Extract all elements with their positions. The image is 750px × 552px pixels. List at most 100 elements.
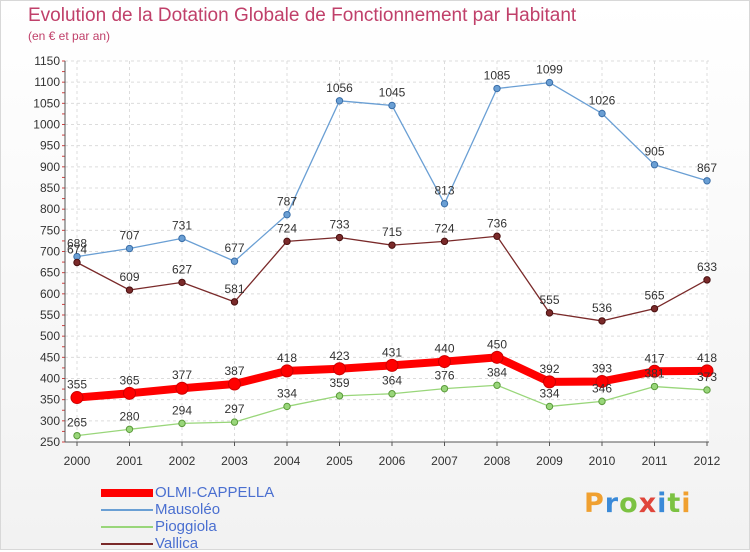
data-label: 364 [382,374,402,388]
data-point [228,377,241,391]
data-label: 355 [67,378,87,392]
data-label: 867 [697,161,717,175]
data-point [283,402,291,411]
data-point [175,381,189,395]
x-tick-label: 2008 [484,454,511,468]
logo-letter: x [638,488,658,519]
logo-letter: t [667,488,682,519]
data-label: 294 [172,403,192,417]
logo-letter: P [584,488,605,519]
data-point [125,425,134,433]
data-label: 733 [329,218,349,232]
data-label: 609 [119,270,139,284]
data-point [440,384,449,393]
y-tick-label: 500 [40,329,60,343]
data-point [283,237,291,246]
data-label: 724 [434,221,454,235]
y-tick-label: 1100 [34,75,60,89]
legend-label: OLMI-CAPPELLA [155,484,275,501]
data-label: 581 [224,282,244,296]
data-point [335,392,344,400]
line-chart: 250 300 350 400 450 500 550 600 650 700 750 800 850 9… [33,54,721,468]
x-tick-label: 2003 [221,454,248,468]
data-label: 1085 [484,69,511,83]
legend-label: Pioggiola [155,518,217,535]
data-point [703,386,711,394]
y-tick-label: 700 [40,245,60,259]
data-label: 536 [592,301,612,315]
x-tick-label: 2006 [379,454,406,468]
legend-label: Mausoléo [155,501,221,518]
data-point [648,364,661,378]
data-point [335,233,344,242]
data-point [598,317,606,325]
x-tick-label: 2009 [536,454,563,468]
x-tick-label: 2000 [64,454,91,468]
chart-subtitle: (en € et par an) [28,29,111,43]
data-label: 365 [119,373,139,387]
x-tick-label: 2005 [326,454,353,468]
data-label: 334 [277,386,297,400]
data-label: 392 [539,362,559,376]
y-tick-label: 550 [40,308,60,322]
data-label: 387 [224,364,244,378]
data-label: 377 [172,368,192,382]
data-point [125,286,134,294]
data-label: 1026 [589,93,616,107]
data-point [438,355,451,369]
data-point [178,278,186,287]
data-label: 384 [487,365,507,379]
data-label: 297 [224,402,244,416]
data-point [598,397,606,406]
x-tick-label: 2007 [431,454,458,468]
data-point [440,237,449,246]
data-point [545,309,554,317]
logo-letter: r [604,488,620,519]
proxiti-logo: Proxiti [584,488,692,519]
data-label: 674 [67,243,87,257]
data-label: 346 [592,381,612,395]
y-tick-label: 600 [40,287,60,301]
x-tick-label: 2002 [169,454,196,468]
x-tick-label: 2012 [694,454,721,468]
data-label: 627 [172,262,192,276]
data-label: 417 [644,351,664,365]
data-point [650,382,659,391]
data-label: 418 [697,351,717,365]
data-point [333,362,346,376]
data-label: 1099 [536,63,563,77]
y-tick-label: 950 [40,139,60,153]
data-label: 418 [277,351,297,365]
data-label: 359 [329,376,349,390]
data-label: 565 [644,289,664,303]
y-tick-label: 400 [40,372,60,386]
data-label: 381 [644,367,664,381]
data-point [178,419,186,428]
data-point [650,161,659,169]
y-tick-label: 750 [40,223,60,237]
logo-letter: i [681,488,692,519]
data-point [280,364,294,378]
data-label: 688 [67,237,87,251]
data-point [543,375,556,389]
data-label: 423 [329,349,349,363]
data-point [385,358,399,372]
y-tick-label: 350 [40,393,60,407]
data-label: 373 [697,370,717,384]
y-tick-label: 300 [40,414,60,428]
data-point [493,381,501,389]
data-label: 431 [382,345,402,359]
data-point [388,390,396,398]
data-point [598,109,606,118]
data-point [388,241,396,249]
data-point [440,199,449,208]
x-tick-label: 2001 [116,454,143,468]
data-label: 813 [434,184,454,198]
data-point [493,232,501,240]
y-tick-label: 900 [40,160,60,174]
data-point [283,210,291,219]
legend-swatch [101,543,153,545]
chart-title: Evolution de la Dotation Globale de Fonc… [28,5,577,26]
data-point [123,386,136,400]
